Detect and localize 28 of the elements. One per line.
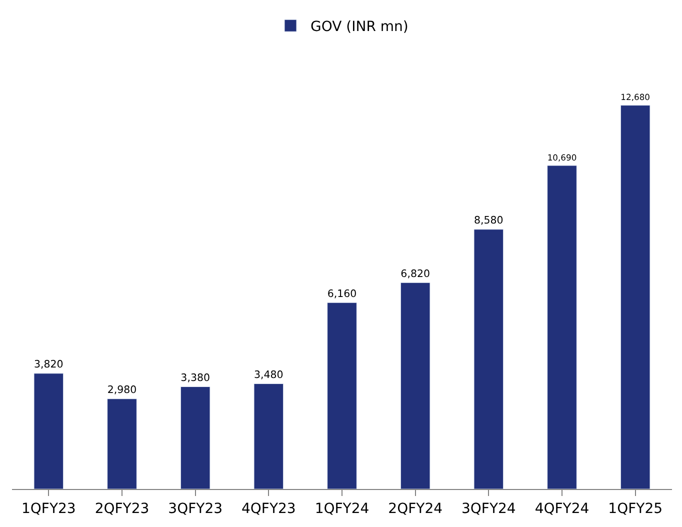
data-label: 8,580 [474,214,504,227]
bar [474,229,504,489]
x-tick-label: 3QFY24 [461,500,516,517]
x-tick-label: 1QFY23 [21,500,76,517]
x-tick-label: 2QFY24 [388,500,443,517]
legend-label: GOV (INR mn) [310,19,408,36]
x-tick-label: 4QFY23 [241,500,296,517]
data-label: 6,160 [327,288,357,300]
bar [34,373,64,489]
data-label: 6,820 [400,268,430,280]
data-label: 3,480 [254,368,284,381]
bar [547,165,577,489]
x-tick-label: 1QFY24 [314,500,370,517]
x-tick-label: 3QFY23 [168,500,223,517]
data-label: 12,680 [620,92,650,102]
x-tick-label: 2QFY23 [94,500,150,517]
bar [107,398,137,489]
x-tick-label: 1QFY25 [608,500,663,517]
bar [400,282,430,489]
x-tick-label: 4QFY24 [534,500,590,517]
bar [254,383,284,489]
data-label: 10,690 [547,152,577,162]
data-label: 2,980 [107,384,137,396]
bar [180,386,210,489]
bar [327,302,357,489]
data-label: 3,820 [34,358,64,371]
bar [620,105,650,489]
data-label: 3,380 [180,372,210,384]
